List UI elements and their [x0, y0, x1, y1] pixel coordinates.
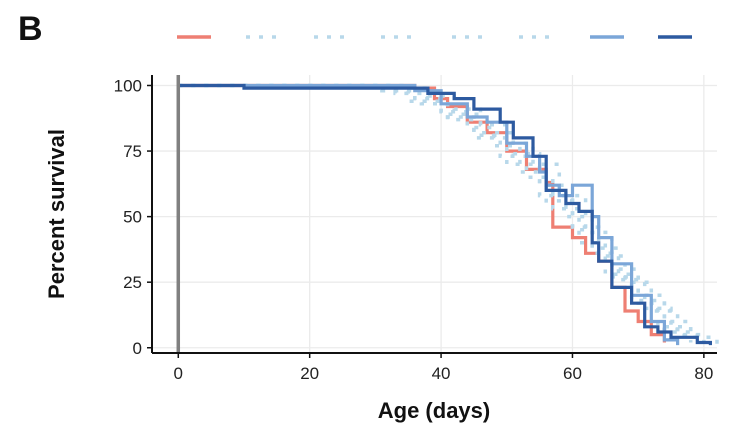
- series-line-8: [178, 83, 712, 346]
- series-layer: [176, 75, 719, 353]
- y-tick-label-25: 25: [123, 273, 142, 292]
- y-tick-label-0: 0: [133, 339, 142, 358]
- series-line-4: [178, 83, 693, 343]
- series-line-3: [178, 83, 706, 346]
- x-tick-label-20: 20: [300, 364, 319, 383]
- y-tick-label-50: 50: [123, 208, 142, 227]
- y-axis-title: Percent survival: [44, 129, 69, 299]
- x-tick-label-60: 60: [563, 364, 582, 383]
- series-line-5: [178, 83, 686, 346]
- axes: [151, 75, 717, 354]
- series-line-2: [178, 83, 719, 346]
- series-line-7: [178, 83, 680, 346]
- x-tick-label-80: 80: [694, 364, 713, 383]
- grid-lines: [152, 75, 717, 353]
- x-tick-label-40: 40: [432, 364, 451, 383]
- y-tick-label-75: 75: [123, 142, 142, 161]
- panel-label: B: [18, 10, 43, 48]
- ticks: 0 20 40 60 80 0 25 50 75 100: [114, 76, 714, 383]
- series-line-6: [178, 83, 700, 343]
- x-tick-label-0: 0: [174, 364, 183, 383]
- y-tick-label-100: 100: [114, 76, 142, 95]
- x-axis-title: Age (days): [378, 398, 490, 423]
